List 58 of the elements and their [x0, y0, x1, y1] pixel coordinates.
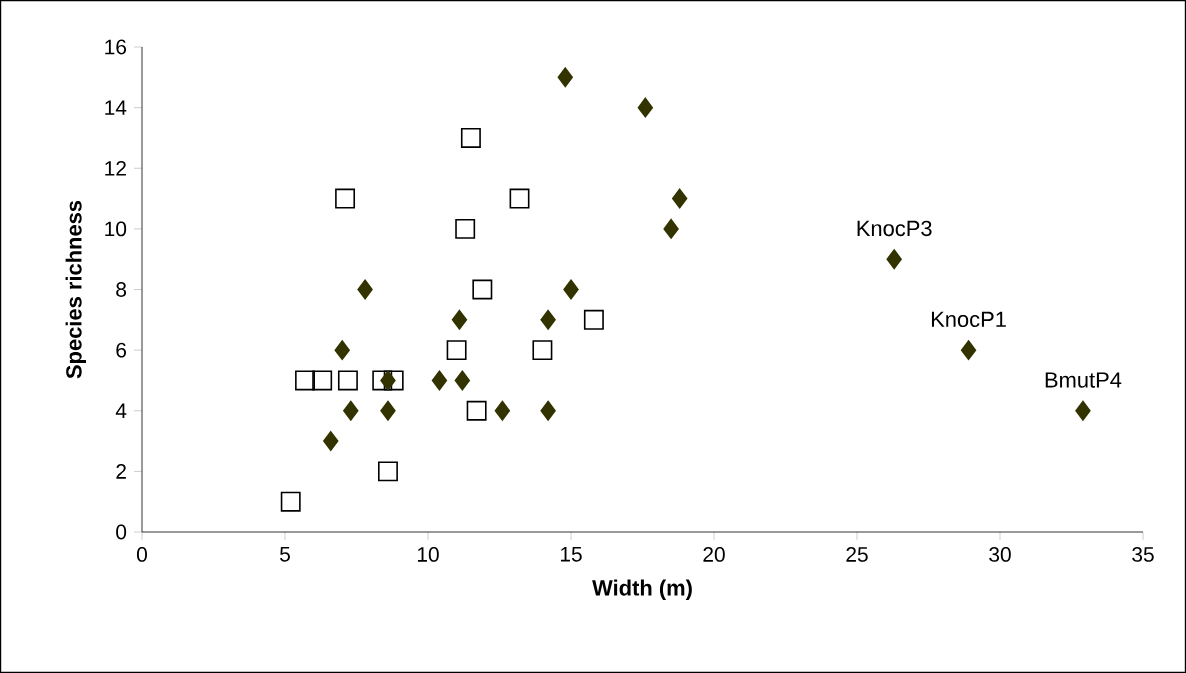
point — [446, 340, 467, 361]
annotation: KnocP3 — [857, 220, 932, 237]
point — [509, 188, 530, 209]
x-axis-title: Width (m) — [592, 579, 692, 600]
point — [337, 370, 358, 391]
point — [312, 370, 333, 391]
y-tick-label: 8 — [116, 282, 127, 297]
point — [886, 249, 902, 270]
x-tick-label: 5 — [280, 547, 290, 562]
point — [540, 309, 556, 330]
point — [335, 188, 356, 209]
point — [343, 400, 359, 421]
point — [960, 340, 977, 361]
point — [563, 279, 579, 300]
point — [323, 431, 339, 452]
point — [1075, 400, 1091, 421]
y-tick-label: 0 — [116, 524, 127, 540]
x-tick-label: 10 — [417, 547, 439, 562]
y-tick-label: 6 — [116, 342, 127, 358]
point — [451, 309, 468, 330]
point — [557, 67, 573, 88]
point — [334, 340, 350, 361]
point — [494, 400, 511, 421]
y-tick-label: 14 — [105, 100, 127, 115]
point — [460, 127, 481, 148]
x-tick-label: 35 — [1132, 547, 1154, 562]
annotation: BmutP4 — [1045, 372, 1122, 388]
y-tick-label: 4 — [115, 403, 127, 418]
x-tick-label: 25 — [846, 547, 868, 562]
point — [672, 188, 688, 209]
point — [380, 370, 396, 391]
point — [357, 279, 373, 300]
point — [455, 218, 476, 239]
point — [454, 370, 470, 391]
annotation: KnocP1 — [931, 311, 1006, 328]
point — [280, 491, 301, 512]
y-tick-label: 10 — [105, 221, 127, 237]
point — [637, 97, 654, 118]
x-tick-label: 20 — [703, 547, 725, 562]
point — [372, 370, 393, 391]
point — [540, 400, 556, 421]
y-tick-label: 2 — [116, 464, 126, 479]
x-tick-label: 0 — [136, 547, 147, 562]
point — [383, 370, 404, 391]
point — [295, 370, 315, 391]
x-tick-label: 15 — [560, 547, 582, 562]
y-axis-title: Species richness — [65, 200, 86, 379]
y-tick-label: 16 — [105, 39, 127, 55]
point — [466, 400, 487, 421]
point — [472, 279, 493, 300]
point — [663, 218, 679, 239]
point — [431, 370, 448, 391]
point — [532, 340, 553, 361]
point — [380, 400, 396, 421]
point — [378, 461, 398, 482]
point — [583, 309, 604, 330]
y-tick-label: 12 — [105, 160, 126, 176]
x-tick-label: 30 — [989, 547, 1011, 562]
